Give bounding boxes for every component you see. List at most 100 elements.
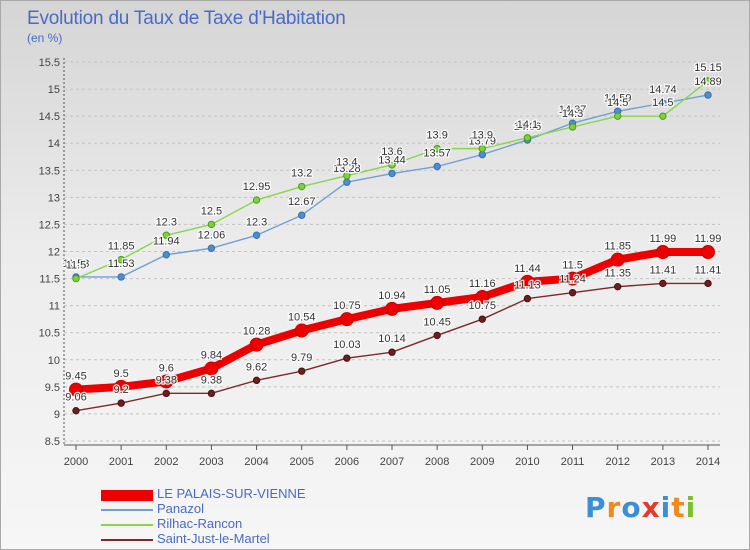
legend-item: Panazol — [101, 501, 501, 518]
data-point-le-palais-sur-vienne — [159, 374, 174, 389]
data-point-le-palais-sur-vienne — [69, 382, 83, 397]
logo-letter: P — [585, 491, 607, 524]
data-label-saint-just-le-martel: 10.75 — [469, 300, 497, 312]
chart-legend: LE PALAIS-SUR-VIENNE Panazol Rilhac-Rancon… — [101, 485, 501, 547]
x-tick-label: 2005 — [289, 456, 313, 468]
data-point-panazol — [704, 91, 712, 99]
x-tick-label: 2006 — [335, 456, 359, 468]
data-label-saint-just-le-martel: 11.24 — [559, 274, 586, 286]
data-label-le-palais-sur-vienne: 11.44 — [514, 263, 541, 275]
data-label-saint-just-le-martel: 11.35 — [604, 268, 631, 280]
data-label-rilhac-rancon: 12.5 — [201, 205, 222, 217]
data-point-rilhac-rancon — [72, 274, 80, 283]
data-label-le-palais-sur-vienne: 10.94 — [378, 290, 406, 302]
data-label-le-palais-sur-vienne: 9.45 — [65, 371, 86, 383]
legend-swatch — [101, 524, 153, 526]
x-tick-label: 2013 — [651, 456, 675, 468]
x-tick-label: 2001 — [109, 456, 133, 468]
legend-label: Rilhac-Rancon — [157, 516, 243, 531]
data-label-panazol: 14.74 — [649, 84, 677, 96]
data-point-panazol — [207, 244, 216, 252]
data-label-le-palais-sur-vienne: 9.84 — [201, 349, 222, 361]
data-label-panazol: 13.28 — [333, 163, 361, 175]
x-tick-label: 2000 — [64, 456, 88, 468]
chart-title: Evolution du Taux de Taxe d'Habitation — [27, 8, 346, 29]
data-point-panazol — [433, 162, 441, 171]
data-label-saint-just-le-martel: 11.41 — [649, 264, 676, 276]
data-label-le-palais-sur-vienne: 9.5 — [113, 368, 128, 380]
data-point-rilhac-rancon — [614, 112, 622, 120]
data-point-rilhac-rancon — [298, 182, 306, 191]
y-tick-label: 12.5 — [39, 219, 60, 231]
data-point-rilhac-rancon — [117, 255, 125, 264]
data-point-saint-just-le-martel — [568, 288, 577, 297]
y-tick-label: 15.5 — [39, 57, 60, 69]
x-tick-label: 2014 — [696, 456, 720, 468]
data-label-saint-just-le-martel: 9.38 — [201, 374, 222, 386]
logo-letter: t — [671, 491, 686, 524]
data-point-rilhac-rancon — [252, 196, 261, 204]
x-tick-label: 2008 — [425, 456, 449, 468]
data-point-saint-just-le-martel — [388, 348, 396, 356]
data-point-le-palais-sur-vienne — [114, 379, 129, 394]
data-label-panazol: 12.3 — [246, 216, 267, 228]
y-tick-label: 11.5 — [39, 274, 60, 286]
data-point-le-palais-sur-vienne — [385, 301, 399, 316]
proxiti-logo: Proxiti — [585, 491, 696, 524]
data-label-saint-just-le-martel: 11.41 — [695, 264, 722, 276]
data-label-saint-just-le-martel: 9.79 — [291, 352, 312, 364]
data-point-rilhac-rancon — [433, 144, 441, 153]
data-label-le-palais-sur-vienne: 11.99 — [649, 233, 676, 245]
data-point-le-palais-sur-vienne — [655, 245, 670, 260]
y-tick-label: 15 — [48, 84, 60, 96]
y-tick-label: 8.5 — [45, 436, 60, 448]
data-label-rilhac-rancon: 14.5 — [607, 97, 628, 109]
data-label-le-palais-sur-vienne: 11.05 — [424, 284, 451, 296]
y-tick-label: 10 — [48, 355, 60, 367]
data-label-panazol: 12.06 — [198, 229, 226, 241]
y-tick-label: 13 — [48, 192, 60, 204]
data-point-le-palais-sur-vienne — [701, 245, 715, 260]
data-label-le-palais-sur-vienne: 10.28 — [243, 326, 271, 338]
data-point-rilhac-rancon — [343, 172, 351, 180]
chart-unit: (en %) — [27, 31, 63, 45]
data-point-rilhac-rancon — [162, 231, 170, 239]
legend-item: Rilhac-Rancon — [101, 516, 501, 533]
y-tick-label: 11 — [49, 301, 60, 313]
data-label-panazol: 11.94 — [153, 236, 180, 248]
data-point-le-palais-sur-vienne — [430, 295, 445, 310]
data-label-rilhac-rancon: 13.9 — [426, 130, 447, 142]
legend-item: Saint-Just-le-Martel — [101, 531, 501, 548]
x-tick-label: 2010 — [515, 456, 539, 468]
logo-letter: x — [641, 491, 661, 524]
data-point-panazol — [117, 273, 125, 281]
data-point-le-palais-sur-vienne — [520, 274, 535, 289]
logo-letter: r — [606, 491, 622, 524]
data-label-le-palais-sur-vienne: 11.5 — [562, 260, 583, 272]
y-tick-label: 12 — [48, 247, 60, 259]
data-label-rilhac-rancon: 13.2 — [291, 168, 312, 180]
logo-letter: i — [685, 491, 697, 524]
data-label-saint-just-le-martel: 10.14 — [378, 333, 406, 345]
data-point-saint-just-le-martel — [117, 399, 125, 407]
logo-letter: i — [660, 491, 672, 524]
y-tick-label: 14.5 — [39, 111, 60, 123]
legend-swatch — [101, 509, 153, 511]
data-point-saint-just-le-martel — [252, 376, 261, 385]
data-point-saint-just-le-martel — [478, 315, 486, 323]
data-point-panazol — [252, 231, 261, 239]
data-label-panazol: 14.59 — [604, 92, 632, 104]
data-label-le-palais-sur-vienne: 11.99 — [695, 233, 722, 245]
data-label-rilhac-rancon: 11.85 — [108, 241, 135, 253]
x-tick-label: 2007 — [380, 456, 404, 468]
x-tick-label: 2002 — [154, 456, 178, 468]
data-label-rilhac-rancon: 13.6 — [381, 146, 402, 158]
data-point-panazol — [388, 169, 396, 178]
data-point-rilhac-rancon — [568, 123, 577, 131]
data-label-saint-just-le-martel: 9.62 — [246, 361, 267, 373]
data-point-saint-just-le-martel — [704, 279, 712, 288]
data-label-panazol: 12.67 — [288, 196, 316, 208]
data-point-le-palais-sur-vienne — [475, 289, 490, 304]
data-label-le-palais-sur-vienne: 11.85 — [604, 241, 631, 253]
legend-swatch — [101, 539, 153, 541]
